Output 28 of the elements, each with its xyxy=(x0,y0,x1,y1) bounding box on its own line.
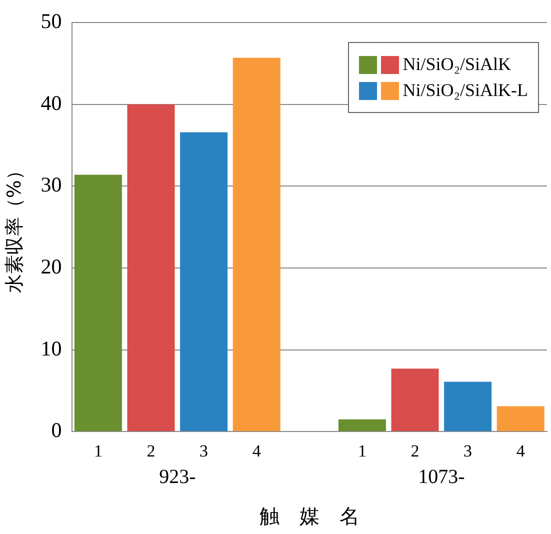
bar xyxy=(391,368,439,432)
bar xyxy=(338,419,386,432)
y-axis-title: 水素収率（%） xyxy=(3,161,26,294)
bar xyxy=(232,58,280,432)
text: 923- xyxy=(159,466,196,488)
bar xyxy=(74,174,122,432)
bar xyxy=(496,406,544,432)
legend-label: Ni/SiO₂/SiAlK-L xyxy=(402,80,528,101)
bar xyxy=(180,132,228,432)
y-tick-label: 20 xyxy=(40,254,62,279)
y-tick-label: 40 xyxy=(40,90,62,115)
x-axis-title: 触 媒 名 xyxy=(259,504,360,528)
y-tick-label: 0 xyxy=(51,418,62,442)
x-tick-label: 3 xyxy=(464,441,472,460)
x-tick-label: 4 xyxy=(516,441,526,460)
x-tick-label: 4 xyxy=(252,441,262,460)
x-tick-label: 3 xyxy=(200,441,208,460)
x-tick-label: 2 xyxy=(146,441,156,460)
y-tick-label: 30 xyxy=(40,172,62,197)
x-tick-label: 2 xyxy=(410,441,420,460)
y-tick-label: 50 xyxy=(40,9,62,34)
x-tick-label: 1 xyxy=(94,441,102,460)
x-tick-label: 1 xyxy=(358,441,366,460)
y-tick-label: 10 xyxy=(40,336,62,360)
bar xyxy=(127,104,175,432)
legend-label: Ni/SiO₂/SiAlK xyxy=(402,54,512,75)
bar xyxy=(444,382,492,432)
text: 1073- xyxy=(418,466,465,488)
